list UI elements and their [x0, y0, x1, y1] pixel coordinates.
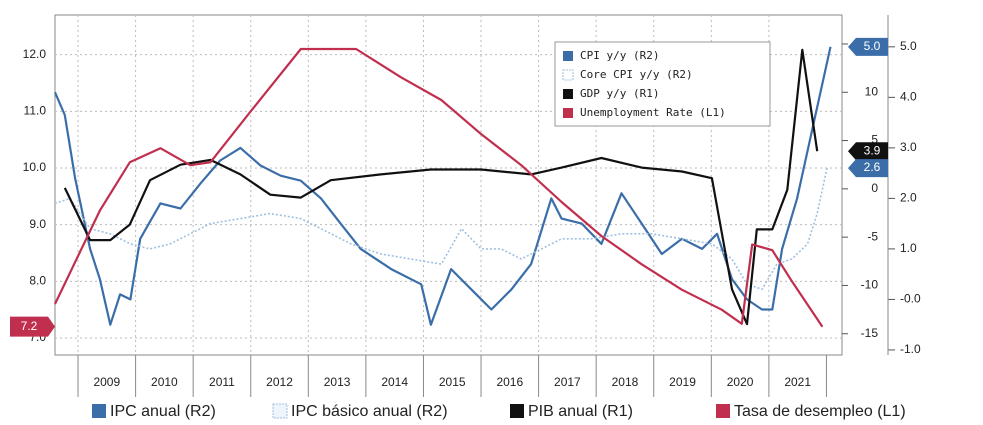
x-tick-label: 2012 [266, 375, 293, 389]
bottom-legend-label: IPC básico anual (R2) [291, 403, 448, 420]
y-tick-label: 11.0 [24, 104, 47, 118]
y2-tick-label: -15 [861, 326, 879, 340]
legend-label: CPI y/y (R2) [580, 49, 659, 62]
x-tick-label: 2020 [727, 375, 754, 389]
end-label-tag [848, 159, 888, 178]
legend-swatch [563, 89, 573, 99]
y3-tick-label: 3.0 [900, 140, 917, 154]
x-tick-label: 2018 [612, 375, 639, 389]
bottom-legend-swatch [92, 404, 106, 418]
y3-tick-label: 2.0 [900, 191, 917, 205]
end-label: 5.0 [864, 39, 881, 53]
plot-frame [54, 14, 843, 356]
y2-tick-label: 0 [871, 181, 878, 195]
y2-tick-label: -10 [861, 278, 879, 292]
y3-tick-label: 5.0 [900, 39, 917, 53]
x-tick-label: 2021 [784, 375, 811, 389]
y2-tick-label: -5 [867, 229, 878, 243]
series-line [54, 47, 824, 328]
y3-tick-label: -0.0 [900, 292, 921, 306]
x-tick-label: 2015 [439, 375, 466, 389]
bottom-legend-swatch [716, 404, 730, 418]
y-tick-label: 9.0 [29, 217, 46, 231]
y2-tick-label: 10 [865, 84, 879, 98]
end-label-tag [10, 316, 55, 337]
end-label: 2.6 [864, 160, 881, 174]
x-tick-label: 2016 [496, 375, 523, 389]
x-tick-label: 2019 [669, 375, 696, 389]
y2-tick-label: 5 [871, 133, 878, 147]
end-label-tag [848, 37, 888, 56]
y-tick-label: 10.0 [23, 160, 47, 174]
y3-tick-label: -1.0 [900, 342, 921, 356]
legend-swatch [563, 51, 573, 61]
x-tick-label: 2011 [209, 375, 235, 389]
bottom-legend-swatch [272, 403, 288, 419]
end-label: 3.9 [864, 143, 881, 157]
x-tick-label: 2014 [381, 375, 408, 389]
y-tick-label: 8.0 [29, 274, 46, 288]
series-line [63, 48, 819, 326]
series-line [54, 167, 828, 291]
legend-swatch [563, 108, 573, 118]
y3-tick-label: 4.0 [900, 90, 917, 104]
x-tick-label: 2013 [324, 375, 351, 389]
bottom-legend-swatch [510, 404, 524, 418]
series-line [53, 46, 832, 326]
legend-label: Core CPI y/y (R2) [580, 68, 693, 81]
x-tick-label: 2010 [151, 375, 178, 389]
bottom-legend-label: IPC anual (R2) [110, 403, 216, 420]
end-label: 7.2 [21, 319, 38, 333]
legend-swatch [562, 69, 574, 81]
y-tick-label: 12.0 [23, 47, 47, 61]
x-tick-label: 2017 [554, 375, 581, 389]
legend-label: Unemployment Rate (L1) [580, 106, 726, 119]
legend-label: GDP y/y (R1) [580, 87, 659, 100]
legend-box [554, 41, 771, 127]
y3-tick-label: 1.0 [900, 241, 917, 255]
bottom-legend-label: PIB anual (R1) [528, 403, 633, 420]
end-label-tag [848, 142, 888, 161]
bottom-legend-label: Tasa de desempleo (L1) [734, 403, 906, 420]
x-tick-label: 2009 [93, 375, 120, 389]
